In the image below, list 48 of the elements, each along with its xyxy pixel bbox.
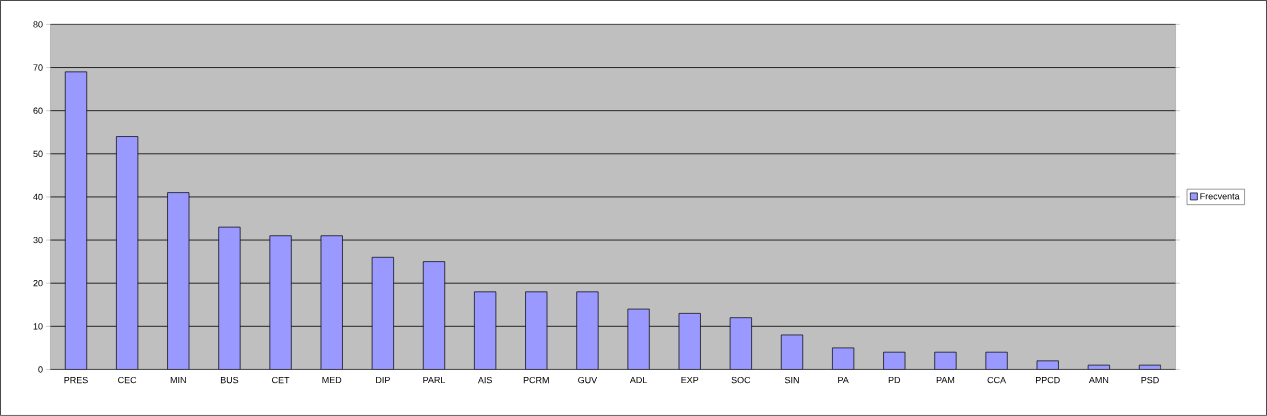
bar <box>371 257 394 370</box>
y-tick-label: 80 <box>33 21 43 28</box>
x-tick-label: PA <box>838 376 849 384</box>
x-tick-label: PARL <box>423 376 446 384</box>
bar <box>474 291 497 370</box>
bar <box>985 351 1008 370</box>
x-tick-label: AIS <box>477 376 492 384</box>
bar <box>934 351 957 370</box>
x-tick-label: MIN <box>170 376 186 384</box>
bar <box>678 313 701 370</box>
bar <box>218 226 241 370</box>
x-tick-label: DIP <box>376 376 390 384</box>
legend-label: Frecventa <box>1200 193 1240 200</box>
x-tick-label: GUV <box>578 376 598 384</box>
x-tick-label: PSD <box>1141 376 1159 384</box>
bar <box>729 317 752 370</box>
x-tick-label: SOC <box>731 376 751 384</box>
y-tick-label: 60 <box>33 107 43 114</box>
bar <box>422 261 446 370</box>
bar <box>116 136 139 370</box>
bar <box>167 192 190 370</box>
y-tick-label: 50 <box>33 150 43 158</box>
x-tick-label: PRES <box>64 376 88 384</box>
x-tick-label: PAM <box>936 376 955 384</box>
x-tick-label: EXP <box>681 376 699 384</box>
bar <box>269 235 292 370</box>
y-tick-label: 20 <box>33 280 43 287</box>
bar <box>627 308 650 370</box>
bar <box>576 291 599 370</box>
x-tick-label: CCA <box>987 376 1007 384</box>
y-tick-label: 70 <box>33 64 43 71</box>
x-tick-label: PCRM <box>523 376 549 384</box>
y-tick-label: 30 <box>33 236 43 244</box>
x-tick-label: MED <box>322 376 342 384</box>
x-tick-label: PPCD <box>1036 376 1060 384</box>
y-tick-label: 40 <box>33 193 43 201</box>
bar <box>525 291 548 370</box>
x-tick-label: BUS <box>220 376 239 384</box>
bar <box>64 71 88 370</box>
bar <box>320 235 343 370</box>
x-tick-label: CET <box>272 376 290 384</box>
x-tick-label: ADL <box>629 376 647 384</box>
y-tick-label: 0 <box>38 366 43 373</box>
x-tick-label: CEC <box>118 376 137 384</box>
x-tick-label: SIN <box>784 376 799 384</box>
x-tick-label: AMN <box>1088 376 1109 384</box>
y-tick-label: 10 <box>33 323 43 330</box>
x-tick-label: PD <box>888 376 901 384</box>
